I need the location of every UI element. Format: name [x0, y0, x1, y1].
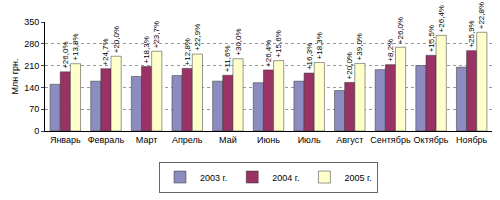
svg-text:Июль: Июль [298, 135, 321, 145]
svg-text:Млн грн.: Млн грн. [10, 59, 20, 95]
svg-text:+26,4%: +26,4% [437, 5, 446, 32]
svg-text:70: 70 [29, 104, 39, 114]
svg-text:Сентябрь: Сентябрь [370, 135, 411, 145]
svg-text:+26,0%: +26,0% [61, 41, 70, 68]
svg-text:+24,7%: +24,7% [101, 38, 110, 65]
svg-text:210: 210 [24, 61, 39, 71]
svg-text:+20,0%: +20,0% [345, 52, 354, 79]
svg-text:+15,5%: +15,5% [427, 25, 436, 52]
svg-text:+30,0%: +30,0% [234, 28, 243, 55]
svg-text:+16,3%: +16,3% [305, 43, 314, 70]
svg-text:+22,8%: +22,8% [477, 2, 486, 29]
svg-text:+39,0%: +39,0% [355, 33, 364, 60]
svg-text:140: 140 [24, 83, 39, 93]
svg-text:Январь: Январь [50, 135, 81, 145]
svg-text:Апрель: Апрель [172, 135, 203, 145]
svg-text:+25,9%: +25,9% [467, 20, 476, 47]
svg-text:Март: Март [136, 135, 158, 145]
svg-text:2003 г.: 2003 г. [200, 173, 227, 183]
svg-text:+20,0%: +20,0% [112, 26, 121, 53]
svg-text:Февраль: Февраль [88, 135, 125, 145]
svg-text:+22,9%: +22,9% [193, 24, 202, 51]
svg-text:280: 280 [24, 39, 39, 49]
svg-text:+26,4%: +26,4% [264, 40, 273, 67]
svg-text:+11,6%: +11,6% [223, 45, 232, 72]
svg-text:0: 0 [34, 126, 39, 136]
svg-text:+23,7%: +23,7% [152, 21, 161, 48]
svg-text:Июнь: Июнь [257, 135, 280, 145]
svg-text:Май: Май [219, 135, 237, 145]
svg-text:Ноябрь: Ноябрь [456, 135, 488, 145]
svg-text:Октябрь: Октябрь [414, 135, 449, 145]
svg-text:350: 350 [24, 17, 39, 27]
svg-text:+26,0%: +26,0% [396, 17, 405, 44]
svg-text:+8,2%: +8,2% [386, 39, 395, 62]
svg-text:+15,6%: +15,6% [274, 30, 283, 57]
svg-text:2004 г.: 2004 г. [272, 173, 299, 183]
svg-text:+18,3%: +18,3% [142, 36, 151, 63]
svg-text:+13,8%: +13,8% [71, 33, 80, 60]
svg-text:Август: Август [336, 135, 363, 145]
svg-text:2005 г.: 2005 г. [344, 173, 371, 183]
svg-text:+18,3%: +18,3% [315, 32, 324, 59]
svg-text:+12,8%: +12,8% [183, 38, 192, 65]
